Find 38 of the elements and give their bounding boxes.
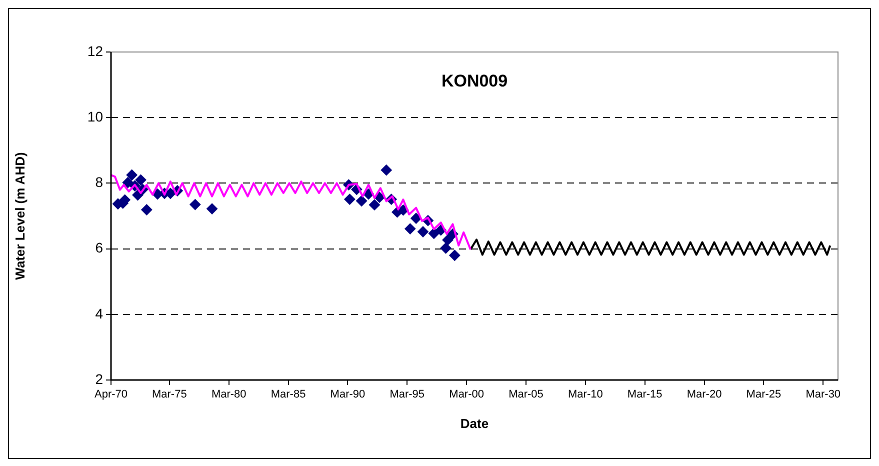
- point: [449, 250, 460, 261]
- y-tick-label: 8: [95, 174, 104, 190]
- y-axis-title: Water Level (m AHD): [12, 152, 28, 280]
- x-tick-label: Mar-25: [746, 388, 782, 401]
- point: [122, 177, 134, 188]
- point: [206, 203, 218, 214]
- x-axis-title: Date: [460, 416, 489, 431]
- point: [344, 194, 356, 205]
- x-tick-label: Mar-15: [627, 388, 662, 401]
- y-tick-label: 6: [95, 240, 104, 256]
- x-tick-label: Mar-05: [508, 388, 544, 401]
- text: KON009: [441, 72, 508, 91]
- point: [440, 242, 452, 254]
- point: [190, 199, 201, 210]
- point: [380, 164, 392, 176]
- y-tick-label: 10: [87, 108, 104, 124]
- point: [126, 170, 138, 180]
- x-tick-label: Mar-10: [568, 388, 603, 401]
- point: [135, 174, 146, 186]
- point: [141, 204, 152, 216]
- x-tick-label: Mar-95: [390, 388, 425, 401]
- y-tick-label: 4: [95, 305, 104, 322]
- x-tick-label: Mar-00: [449, 388, 484, 401]
- x-tick-label: Mar-80: [211, 388, 246, 401]
- x-tick-label: Mar-85: [270, 388, 306, 401]
- point: [356, 195, 368, 206]
- x-tick-label: Mar-90: [330, 388, 366, 401]
- point: [410, 212, 422, 224]
- x-tick-label: Mar-75: [152, 388, 187, 401]
- y-tick-label: 2: [95, 370, 104, 387]
- x-tick-label: Apr-70: [94, 388, 128, 401]
- x-tick-label: Mar-30: [806, 388, 841, 401]
- point: [368, 199, 380, 210]
- y-tick-label: 12: [87, 42, 104, 59]
- x-tick-label: Mar-20: [686, 388, 722, 401]
- point: [442, 234, 454, 246]
- point: [418, 226, 429, 238]
- point: [404, 223, 416, 234]
